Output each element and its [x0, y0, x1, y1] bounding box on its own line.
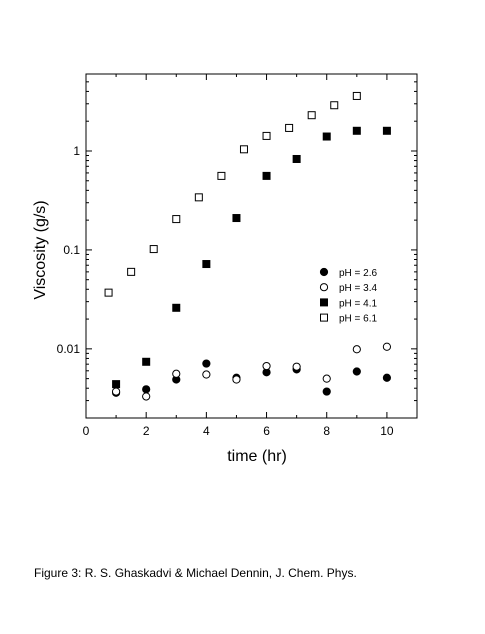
legend-marker — [320, 313, 328, 322]
legend-marker — [319, 267, 329, 277]
y-tick-label: 0.1 — [63, 243, 80, 257]
data-point-series-3 — [292, 154, 301, 163]
data-point-series-2 — [382, 342, 392, 351]
data-point-series-1 — [142, 385, 151, 394]
data-point-series-4 — [127, 267, 136, 276]
data-point-series-4 — [194, 193, 203, 202]
legend-label: pH = 3.4 — [339, 283, 378, 294]
data-point-series-3 — [352, 126, 361, 135]
data-point-series-2 — [352, 345, 361, 354]
legend-label: pH = 2.6 — [339, 268, 378, 279]
data-point-series-1 — [322, 387, 331, 396]
data-point-series-3 — [202, 260, 211, 269]
data-point-series-4 — [217, 171, 226, 180]
data-point-series-4 — [262, 131, 271, 140]
x-tick-label: 2 — [143, 424, 150, 438]
data-point-series-2 — [172, 369, 181, 378]
x-tick-label: 8 — [323, 424, 330, 438]
y-axis-label: Viscosity (g/s) — [32, 200, 49, 299]
legend: pH = 2.6 pH = 3.4 pH = 4.1 pH = 6.1 — [319, 267, 378, 325]
data-points — [104, 91, 392, 401]
y-tick-label: 1 — [73, 144, 80, 158]
data-point-series-2 — [262, 361, 271, 371]
data-point-series-3 — [172, 303, 181, 312]
legend-marker — [320, 298, 328, 307]
data-point-series-3 — [142, 357, 151, 366]
legend-label: pH = 6.1 — [339, 314, 378, 325]
data-point-series-3 — [322, 132, 331, 141]
data-point-series-2 — [111, 387, 121, 396]
data-point-series-2 — [202, 370, 211, 379]
data-point-series-3 — [262, 171, 271, 180]
data-point-series-4 — [104, 288, 113, 297]
data-point-series-3 — [382, 126, 391, 135]
y-tick-label: 0.01 — [57, 342, 81, 356]
plot-border — [85, 73, 418, 419]
data-point-series-2 — [232, 375, 241, 384]
axis-ticks: 0 2 4 6 8 10 0.01 0.1 1 — [57, 73, 418, 438]
data-point-series-4 — [239, 145, 248, 154]
data-point-series-3 — [112, 380, 121, 389]
data-point-series-4 — [172, 215, 181, 224]
data-point-series-4 — [352, 91, 361, 100]
data-point-series-4 — [285, 123, 294, 132]
x-tick-label: 6 — [263, 424, 270, 438]
data-point-series-2 — [292, 362, 301, 371]
data-point-series-4 — [307, 111, 316, 120]
x-tick-label: 4 — [203, 424, 210, 438]
plot-frame — [85, 73, 418, 419]
x-axis-label: time (hr) — [227, 448, 287, 465]
figure-caption: Figure 3: R. S. Ghaskadvi & Michael Denn… — [34, 566, 357, 580]
data-point-series-3 — [232, 214, 241, 223]
x-tick-label: 10 — [380, 424, 394, 438]
legend-marker — [319, 283, 329, 292]
data-point-series-2 — [322, 374, 331, 383]
data-point-series-4 — [330, 101, 339, 110]
x-tick-label: 0 — [83, 424, 90, 438]
data-point-series-4 — [149, 245, 158, 254]
data-point-series-1 — [202, 359, 211, 368]
data-point-series-1 — [382, 373, 392, 382]
data-point-series-2 — [142, 392, 151, 401]
legend-label: pH = 4.1 — [339, 298, 378, 309]
data-point-series-1 — [352, 367, 361, 376]
